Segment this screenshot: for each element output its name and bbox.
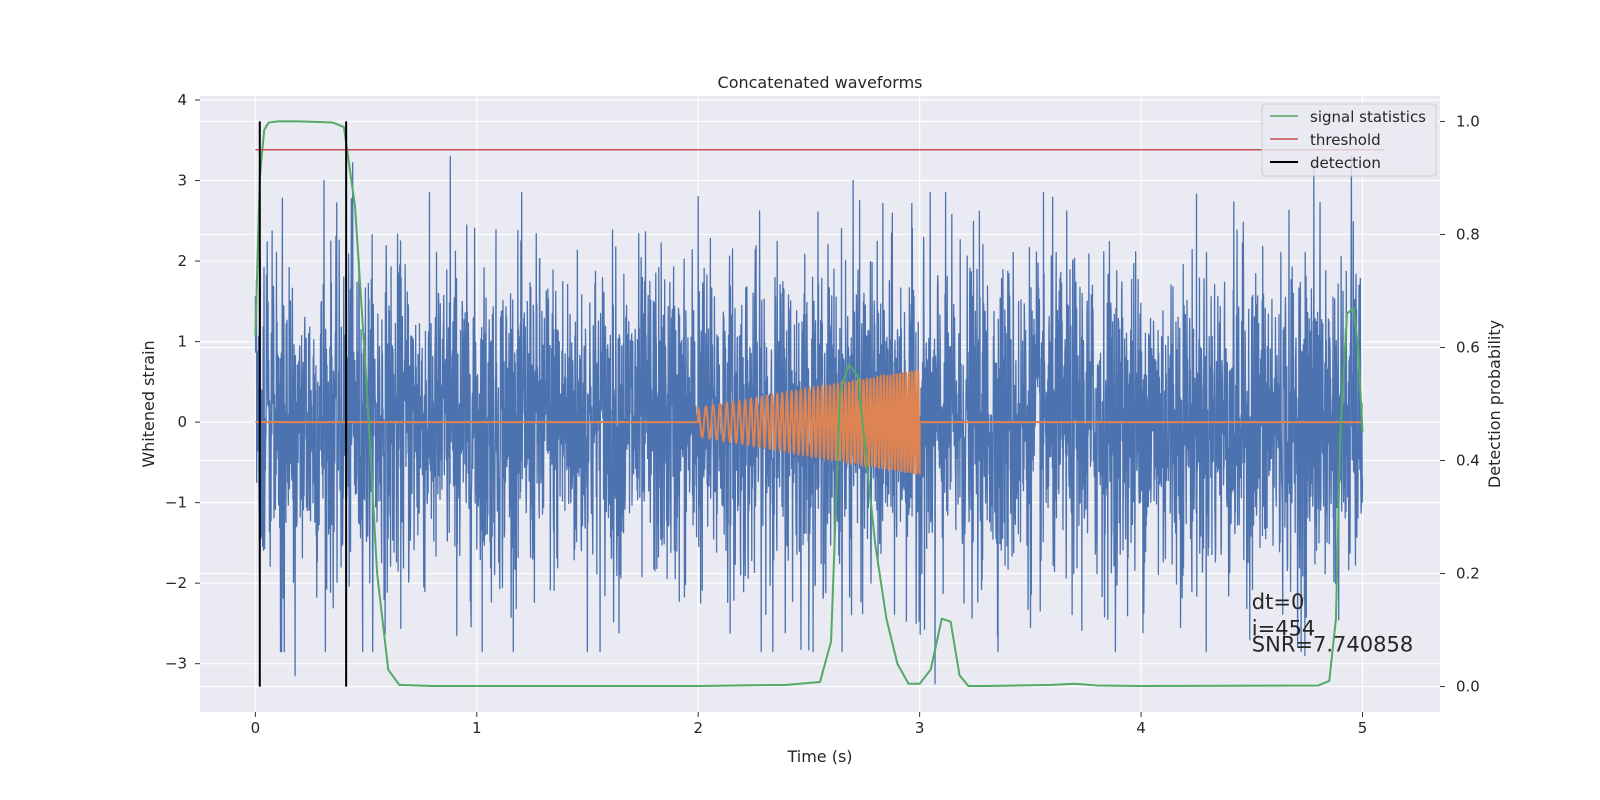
signal-statistics-line bbox=[254, 120, 1364, 687]
y-tick-label: −1 bbox=[165, 494, 187, 512]
y-tick-label: 0 bbox=[177, 413, 187, 431]
legend-label-threshold: threshold bbox=[1310, 131, 1381, 149]
y-tick-label: 3 bbox=[177, 172, 187, 190]
y-right-tick-label: 0.4 bbox=[1456, 452, 1480, 470]
y-axis-label: Whitened strain bbox=[139, 340, 158, 467]
y-right-tick-label: 1.0 bbox=[1456, 112, 1480, 130]
x-tick-label: 4 bbox=[1136, 719, 1146, 737]
y-tick-label: −2 bbox=[165, 574, 187, 592]
legend-label-detection: detection bbox=[1310, 154, 1381, 172]
legend-box bbox=[1261, 103, 1437, 177]
y-tick-label: 4 bbox=[177, 91, 187, 109]
x-tick-label: 5 bbox=[1358, 719, 1368, 737]
x-tick-label: 0 bbox=[251, 719, 261, 737]
y-tick-label: 2 bbox=[177, 252, 187, 270]
annotation-text: i=454 bbox=[1252, 617, 1316, 641]
strain-noise-line bbox=[254, 155, 1364, 685]
x-tick-label: 3 bbox=[915, 719, 925, 737]
y-axis-right-label: Detection probability bbox=[1485, 320, 1504, 488]
chart-title: Concatenated waveforms bbox=[718, 73, 923, 92]
x-tick-label: 1 bbox=[472, 719, 482, 737]
y-right-tick-label: 0.0 bbox=[1456, 678, 1480, 696]
y-tick-label: 1 bbox=[177, 333, 187, 351]
y-right-tick-label: 0.6 bbox=[1456, 338, 1480, 356]
x-tick-label: 2 bbox=[693, 719, 703, 737]
x-axis-label: Time (s) bbox=[786, 747, 852, 766]
legend: signal statistics threshold detection bbox=[1261, 103, 1437, 177]
y-right-tick-label: 0.2 bbox=[1456, 565, 1480, 583]
annotation-text: SNR=7.740858 bbox=[1252, 633, 1413, 657]
injected-chirp-line bbox=[255, 369, 1363, 476]
y-tick-label: −3 bbox=[165, 655, 187, 673]
axes: 0 1 2 3 4 5 −3 −2 −1 0 1 2 3 4 0.0 0.2 0.4 0.6 0.8 1.0 bbox=[165, 91, 1480, 737]
series-layer bbox=[254, 120, 1385, 687]
y-right-tick-label: 0.8 bbox=[1456, 225, 1480, 243]
annotation-text: dt=0 bbox=[1252, 590, 1305, 614]
legend-label-signal-statistics: signal statistics bbox=[1310, 108, 1426, 126]
